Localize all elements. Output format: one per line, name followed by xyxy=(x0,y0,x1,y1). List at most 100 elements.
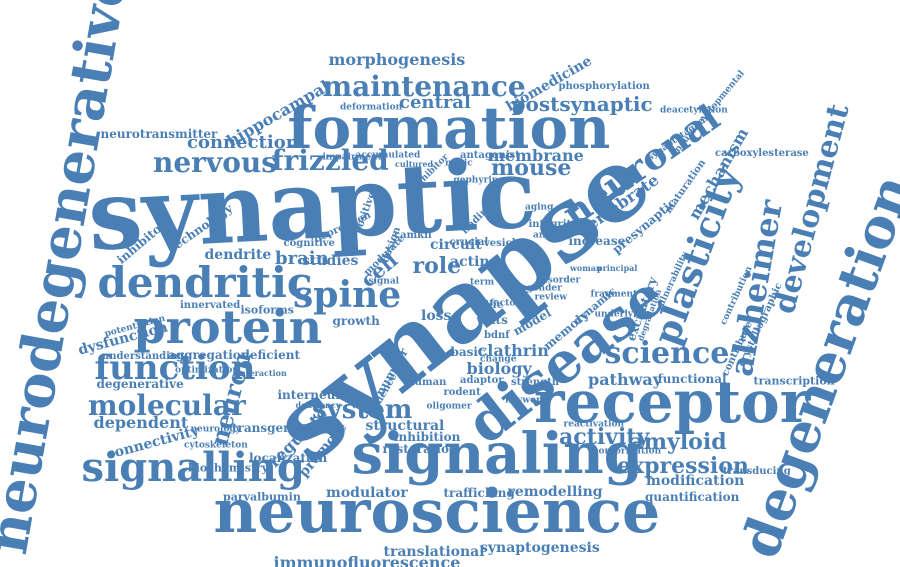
word-adaptor: adaptor xyxy=(460,375,504,386)
word-membrane: membrane xyxy=(488,146,584,165)
word-wnts: wnts xyxy=(476,313,508,327)
word-dependent: dependent xyxy=(93,413,189,432)
word-underlying: underlying xyxy=(594,309,650,320)
word-amyloid: amyloid xyxy=(629,429,727,455)
word-biochemistry: biochemistry xyxy=(188,461,269,475)
word-degenerative: degenerative xyxy=(96,377,184,391)
word-nitric: nitric xyxy=(445,158,473,169)
word-principal: principal xyxy=(597,263,638,273)
word-isoforms: isoforms xyxy=(240,303,294,317)
word-biology: biology xyxy=(466,359,532,378)
word-brain: brain xyxy=(275,248,329,269)
word-maintenance: maintenance xyxy=(322,70,526,103)
word-interneuron: interneuron xyxy=(277,388,359,402)
word-signal: signal xyxy=(368,276,400,287)
word-loss: loss xyxy=(421,308,452,324)
word-structural: structural xyxy=(365,418,445,434)
word-translational: translational xyxy=(383,544,485,560)
word-factor: factor xyxy=(490,298,521,309)
word-review: review xyxy=(534,292,568,303)
word-deficient: deficient xyxy=(241,348,301,362)
word-studies: studies xyxy=(302,253,359,269)
word-frizzled: frizzled xyxy=(271,144,389,177)
word-expression: expression xyxy=(617,453,749,479)
word-cultured: cultured xyxy=(395,159,434,169)
word-science: science xyxy=(604,336,730,371)
word-clathrin: clathrin xyxy=(477,341,549,360)
word-trafficking: trafficking xyxy=(443,486,515,500)
word-phosphorylation: phosphorylation xyxy=(558,81,650,92)
word-transcription: transcription xyxy=(753,374,835,388)
word-conformation: conformation xyxy=(593,446,662,457)
word-protein: protein xyxy=(133,300,323,354)
word-localization: localization xyxy=(249,451,328,465)
word-function: function xyxy=(94,348,256,388)
word-connection: connection xyxy=(187,132,299,153)
word-human: human xyxy=(407,377,447,388)
word-optimization: optimization xyxy=(175,365,239,376)
word-fragment: fragment xyxy=(590,289,638,300)
word-accumulated: accumulated xyxy=(355,150,421,161)
word-modulator: modulator xyxy=(326,485,408,501)
word-signaling: signaling xyxy=(351,421,643,487)
word-nervous: nervous xyxy=(153,146,277,179)
word-dendrite: dendrite xyxy=(204,247,272,263)
word-interaction: interaction xyxy=(237,368,287,378)
word-receptor: receptor xyxy=(534,368,811,436)
word-pathway: pathway xyxy=(588,370,663,389)
word-crucial: crucial xyxy=(449,237,489,248)
word-postsynaptic: postsynaptic xyxy=(511,92,653,116)
word-remodelling: remodelling xyxy=(507,484,603,500)
word-gender: gender xyxy=(526,283,562,294)
word-bdnf: bdnf xyxy=(484,330,510,341)
word-growth: growth xyxy=(332,314,380,328)
word-molecular: molecular xyxy=(88,389,246,422)
word-spine: spine xyxy=(293,274,402,316)
word-role: role xyxy=(412,253,462,279)
word-actin: actin xyxy=(450,254,490,270)
word-term: term xyxy=(470,277,495,288)
word-quantification: quantification xyxy=(645,490,740,504)
word-activity: activity xyxy=(559,424,650,450)
word-vesicle: vesicle xyxy=(484,238,522,249)
word-cognitive: cognitive xyxy=(283,238,335,249)
word-cytoskeleton: cytoskeleton xyxy=(184,440,248,451)
word-analysis: analysis xyxy=(533,230,574,241)
word-signalling: signalling xyxy=(81,444,305,491)
word-integrity: integrity xyxy=(528,219,578,230)
word-life: life xyxy=(485,300,504,311)
word-oligomer: oligomer xyxy=(426,401,472,412)
word-functional: functional xyxy=(657,372,727,386)
word-woman: woman xyxy=(570,263,602,273)
word-camkii: camkii xyxy=(394,230,432,241)
word-neuroscience: neuroscience xyxy=(213,477,661,547)
word-immunofluorescence: immunofluorescence xyxy=(273,553,461,567)
word-rodent: rodent xyxy=(443,387,481,398)
word-restoration: restoration xyxy=(382,442,458,456)
word-neurology: neurology xyxy=(190,424,242,435)
word-aggregation: aggregation xyxy=(168,348,250,362)
word-deformation: deformation xyxy=(340,102,403,113)
word-neurotransmitter: neurotransmitter xyxy=(100,127,218,141)
word-strength: strength xyxy=(511,377,560,388)
word-reactivation: reactivation xyxy=(563,419,625,430)
word-dendritic: dendritic xyxy=(97,258,313,307)
word-deacetylation: deacetylation xyxy=(660,105,728,116)
word-inhibition: inhibition xyxy=(394,430,461,444)
word-change: change xyxy=(480,354,517,365)
word-aging: aging xyxy=(525,202,554,213)
word-mouse: mouse xyxy=(491,155,572,181)
word-disorder: disorder xyxy=(538,275,581,286)
word-system: system xyxy=(312,395,413,425)
word-formation: formation xyxy=(287,94,611,162)
word-carboxylesterase: carboxylesterase xyxy=(715,148,809,159)
word-synaptogenesis: synaptogenesis xyxy=(480,540,600,556)
word-parvalbumin: parvalbumin xyxy=(223,490,301,504)
word-basic: basic xyxy=(450,345,486,359)
word-transgenic: transgenic xyxy=(232,421,304,435)
word-morphogenesis: morphogenesis xyxy=(328,50,466,69)
word-increase: increase xyxy=(568,234,626,248)
word-central: central xyxy=(399,92,471,113)
word-understanding: understanding xyxy=(102,351,185,362)
